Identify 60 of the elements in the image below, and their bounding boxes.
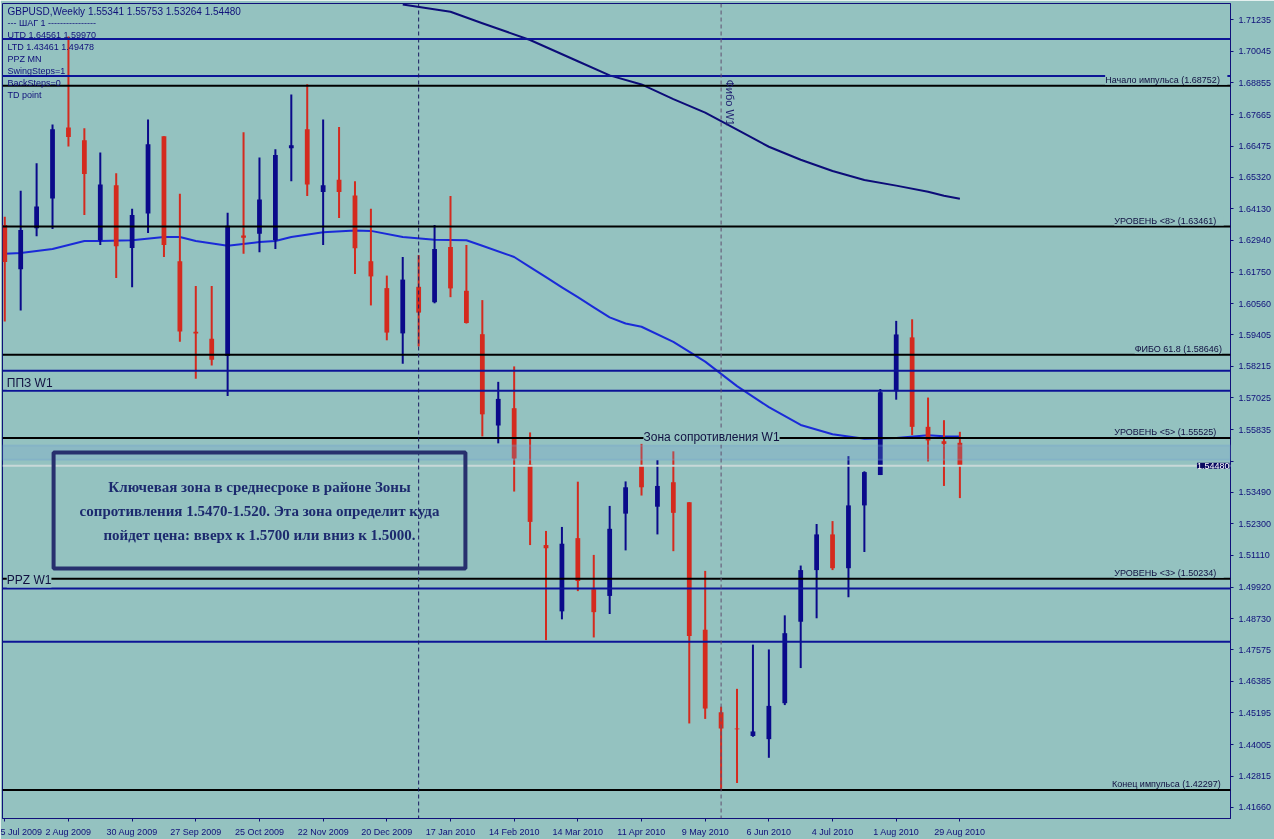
x-tick-label: 20 Dec 2009 <box>361 826 413 837</box>
annotation: UTD 1.64561 1.59970 <box>7 29 97 40</box>
x-tick-label: 17 Jan 2010 <box>425 826 476 837</box>
annotation: УРОВЕНЬ <8> (1.63461) <box>1114 215 1217 226</box>
x-tick-label: 14 Feb 2010 <box>488 826 540 837</box>
y-tick-label: 1.70045 <box>1238 46 1272 57</box>
y-tick-label: 1.62940 <box>1238 235 1272 246</box>
y-tick-label: 1.55835 <box>1238 424 1272 435</box>
x-tick-label: 14 Mar 2010 <box>552 826 604 837</box>
annotation: --- ШАГ 1 ---------------- <box>7 17 97 28</box>
y-tick-label: 1.67665 <box>1238 109 1272 120</box>
y-tick-label: 1.57025 <box>1238 392 1272 403</box>
y-tick-label: 1.61750 <box>1238 267 1272 278</box>
y-tick-label: 1.60560 <box>1238 298 1272 309</box>
y-tick-label: 1.47575 <box>1238 644 1272 655</box>
annotation: ФИБО 61.8 (1.58646) <box>1134 343 1222 354</box>
x-tick-label: 30 Aug 2009 <box>106 826 158 837</box>
annotation: TD point <box>7 89 43 100</box>
y-tick-label: 1.68855 <box>1238 77 1272 88</box>
x-tick-label: 27 Sep 2009 <box>170 826 222 837</box>
text: Ключевая зона в среднесроке в районе Зоны сопротивления 1.5470-1.520. Эта зона определит куда пойдет цена: вверх к 1.5700 или вниз к 1.5000. <box>79 478 440 543</box>
y-tick-label: 1.48730 <box>1238 613 1272 624</box>
annotation: Начало импульса (1.68752) <box>1105 74 1220 85</box>
x-tick-label: 6 Jun 2010 <box>746 826 792 837</box>
annotation: Конец импульса (1.42297) <box>1111 779 1221 790</box>
y-tick-label: 1.65320 <box>1238 172 1272 183</box>
y-tick-label: 1.46385 <box>1238 676 1272 687</box>
annotation: УРОВЕНЬ <5> (1.55525) <box>1114 426 1217 437</box>
annotation: SwingSteps=1 <box>7 65 66 76</box>
x-tick-label: 29 Aug 2010 <box>934 826 985 837</box>
x-tick-label: 2 Aug 2009 <box>45 826 91 837</box>
y-tick-label: 1.59405 <box>1238 329 1272 340</box>
x-tick-label: 4 Jul 2010 <box>811 826 854 837</box>
x-tick-label: 9 May 2010 <box>681 826 729 837</box>
y-tick-label: 1.71235 <box>1238 14 1272 25</box>
x-tick-label: 25 Oct 2009 <box>234 826 284 837</box>
x-tick-label: 11 Apr 2010 <box>617 826 666 837</box>
chart-title: GBPUSD,Weekly 1.55341 1.55753 1.53264 1.54480 <box>7 5 242 17</box>
y-tick-label: 1.44005 <box>1238 739 1272 750</box>
annotation: ППЗ W1 <box>6 375 53 390</box>
y-tick-label: 1.49920 <box>1238 582 1272 593</box>
x-tick-label: 1 Aug 2010 <box>873 826 919 837</box>
ref-line-label: Фибо W1 <box>724 79 737 126</box>
annotation: УРОВЕНЬ <3> (1.50234) <box>1114 567 1217 578</box>
x-tick-label: 22 Nov 2009 <box>297 826 349 837</box>
y-tick-label: 1.64130 <box>1238 203 1272 214</box>
y-tick-label: 1.53490 <box>1238 487 1272 498</box>
y-tick-label: 1.42815 <box>1238 771 1272 782</box>
annotation: PPZ W1 <box>6 573 52 588</box>
y-tick-label: 1.45195 <box>1238 707 1272 718</box>
y-tick-label: 1.66475 <box>1238 141 1272 152</box>
x-tick-label: 5 Jul 2009 <box>0 826 43 837</box>
annotation: BackSteps=0 <box>7 77 61 88</box>
annotation: Зона сопротивления W1 <box>643 430 780 445</box>
y-tick-label: 1.58215 <box>1238 361 1272 372</box>
y-tick-label: 1.51110 <box>1238 550 1270 561</box>
ref-line-label: 1.54480 <box>1196 460 1230 471</box>
y-tick-label: 1.41660 <box>1238 802 1272 813</box>
y-tick-label: 1.52300 <box>1238 518 1272 529</box>
annotation: PPZ MN <box>7 53 42 64</box>
